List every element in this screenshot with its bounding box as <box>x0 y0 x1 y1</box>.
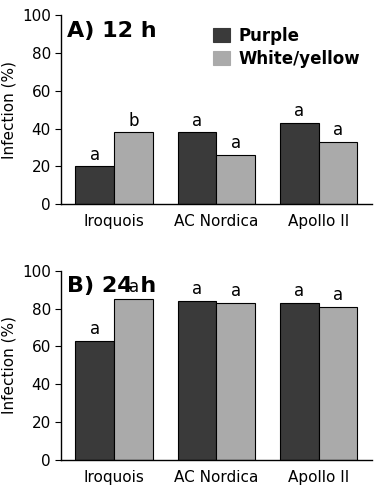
Text: B) 24 h: B) 24 h <box>67 276 157 296</box>
Bar <box>114 299 153 460</box>
Text: b: b <box>128 112 139 130</box>
Text: a: a <box>192 112 202 130</box>
Text: a: a <box>231 134 241 152</box>
Y-axis label: Infection (%): Infection (%) <box>2 316 16 414</box>
Text: a: a <box>90 146 100 164</box>
Text: A) 12 h: A) 12 h <box>67 20 157 40</box>
Text: a: a <box>294 102 304 120</box>
Bar <box>178 132 216 204</box>
Bar <box>216 155 255 204</box>
Legend: Purple, White/yellow: Purple, White/yellow <box>210 24 363 71</box>
Bar <box>216 303 255 460</box>
Bar <box>75 340 114 460</box>
Bar <box>319 142 357 204</box>
Bar <box>280 303 319 460</box>
Text: a: a <box>192 280 202 298</box>
Text: a: a <box>129 278 139 296</box>
Text: a: a <box>90 320 100 338</box>
Text: a: a <box>231 282 241 300</box>
Bar <box>280 123 319 204</box>
Y-axis label: Infection (%): Infection (%) <box>2 60 16 158</box>
Text: a: a <box>333 121 343 139</box>
Text: a: a <box>333 286 343 304</box>
Bar <box>178 301 216 460</box>
Text: a: a <box>294 282 304 300</box>
Bar <box>319 306 357 460</box>
Bar <box>75 166 114 204</box>
Bar <box>114 132 153 204</box>
